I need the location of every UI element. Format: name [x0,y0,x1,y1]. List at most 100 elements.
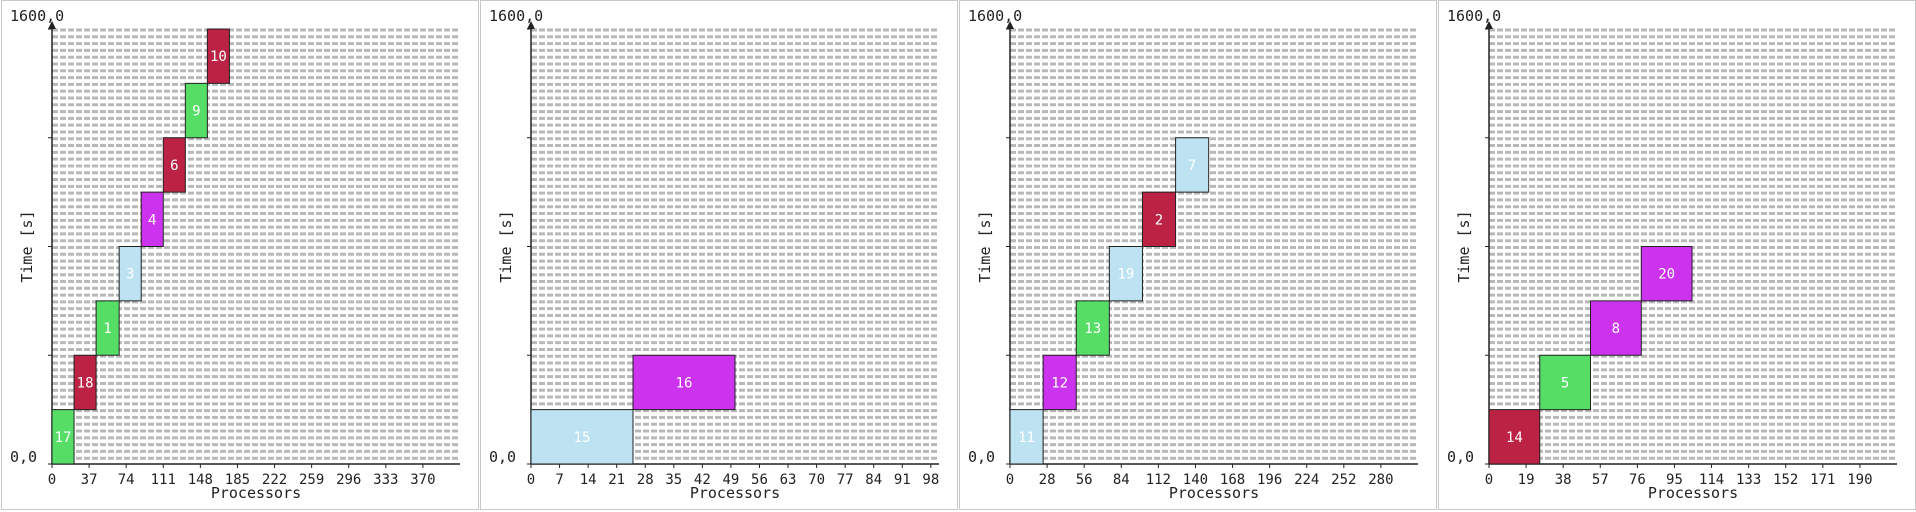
gantt-chart-1: 0 37 74 111 148 185 222 259 296 333 370 1600,0 0,0 Pr… [10,7,460,502]
job-label: 5 [1561,375,1569,391]
x-tick-label: 7 [555,472,563,488]
gantt-chart-2: 0 7 14 21 28 35 42 49 56 63 70 77 84 91 98 1600,0 0,0 Pro… [489,7,939,502]
grid [52,28,460,460]
job-bar [1539,354,1592,411]
job-bar [1042,354,1077,411]
x-tick-label: 28 [637,472,654,488]
x-tick-label: 21 [608,472,625,488]
grid [1489,28,1897,460]
x-tick-label: 76 [1629,472,1646,488]
x-tick-label: 84 [1113,472,1130,488]
origin-label: 0,0 [10,448,37,466]
x-axis-title: Processors [1648,484,1738,502]
x-tick-label: 133 [1736,472,1761,488]
x-tick-label: 70 [808,472,825,488]
x-tick-label: 49 [722,472,739,488]
x-tick-label: 333 [373,472,398,488]
x-tick-label: 224 [1294,472,1319,488]
x-tick-label: 111 [151,472,176,488]
job-label: 16 [676,375,693,391]
x-tick-label: 56 [1076,472,1093,488]
job-label: 7 [1188,158,1196,174]
job-label: 10 [210,49,227,65]
y-axis-title: Time [s] [976,210,994,282]
x-tick-label: 152 [1773,472,1798,488]
job-label: 20 [1658,267,1675,283]
job-bar [1108,246,1143,302]
x-tick-label: 280 [1368,472,1393,488]
job-label: 9 [192,104,200,120]
grid [531,28,939,460]
job-label: 17 [55,430,72,446]
job-label: 12 [1051,375,1068,391]
origin-label: 0,0 [489,448,516,466]
job-bar [632,354,736,411]
x-tick-label: 114 [1699,472,1724,488]
y-axis-arrow [48,21,56,29]
origin-label: 0,0 [1447,448,1474,466]
job-bar [1488,409,1541,465]
y-axis-title: Time [s] [1455,210,1473,282]
chart-panel-2: 0 7 14 21 28 35 42 49 56 63 70 77 84 91 98 1600,0 0,0 Pro… [480,0,958,510]
job-label: 13 [1084,321,1101,337]
chart-panel-1: 0 37 74 111 148 185 222 259 296 333 370 1600,0 0,0 Pr… [1,0,479,510]
job-label: 15 [574,430,591,446]
job-bar [162,137,186,193]
job-bar [1640,246,1693,302]
job-bar [1075,300,1110,356]
x-tick-label: 57 [1592,472,1609,488]
job-label: 18 [77,375,94,391]
job-bar [140,191,164,247]
x-tick-label: 168 [1220,472,1245,488]
job-label: 1 [103,321,111,337]
x-tick-label: 14 [580,472,597,488]
job-bar [51,409,75,465]
y-axis-arrow [1006,21,1014,29]
x-tick-label: 148 [188,472,213,488]
x-tick-label: 140 [1183,472,1208,488]
gantt-chart-3: 0 28 56 84 112 140 168 196 224 252 2801600,00,0Pro… [968,7,1418,502]
job-label: 8 [1612,321,1620,337]
x-tick-label: 77 [837,472,854,488]
job-label: 19 [1117,267,1134,283]
x-tick-label: 91 [894,472,911,488]
x-tick-label: 0 [1006,472,1014,488]
y-axis-arrow [527,21,535,29]
job-label: 14 [1506,430,1523,446]
x-axis-title: Processors [690,484,780,502]
x-tick-label: 0 [1485,472,1493,488]
x-tick-label: 171 [1810,472,1835,488]
job-label: 3 [126,267,134,283]
y-axis-arrow [1485,21,1493,29]
x-tick-label: 63 [780,472,797,488]
chart-panel-3: 0 28 56 84 112 140 168 196 224 252 280 1600,0 0,0 Pro… [959,0,1437,510]
x-tick-label: 35 [665,472,682,488]
x-tick-label: 38 [1555,472,1572,488]
y-max-label: 1600,0 [10,7,64,25]
x-tick-label: 370 [410,472,435,488]
x-tick-label: 42 [694,472,711,488]
x-tick-label: 98 [922,472,939,488]
y-axis-title: Time [s] [18,210,36,282]
job-bar [1141,191,1177,247]
job-bar [95,300,120,356]
x-tick-label: 56 [751,472,768,488]
x-tick-label: 185 [225,472,250,488]
y-max-label: 1600,0 [489,7,543,25]
job-bar [1175,137,1210,193]
y-axis-title: Time [s] [497,210,515,282]
x-tick-label: 259 [299,472,324,488]
x-tick-label: 84 [865,472,882,488]
x-tick-label: 296 [336,472,361,488]
y-max-label: 1600,0 [968,7,1022,25]
job-label: 4 [148,212,156,228]
x-tick-label: 74 [118,472,135,488]
job-label: 2 [1155,212,1163,228]
job-bar [530,409,634,465]
chart-panel-4: 0 19 38 57 76 95 114 133 152 171 190 1600,0 0,0 Proce… [1438,0,1916,510]
x-tick-label: 112 [1146,472,1171,488]
x-tick-label: 0 [527,472,535,488]
x-tick-label: 28 [1039,472,1056,488]
job-label: 11 [1018,430,1035,446]
x-tick-label: 196 [1257,472,1282,488]
